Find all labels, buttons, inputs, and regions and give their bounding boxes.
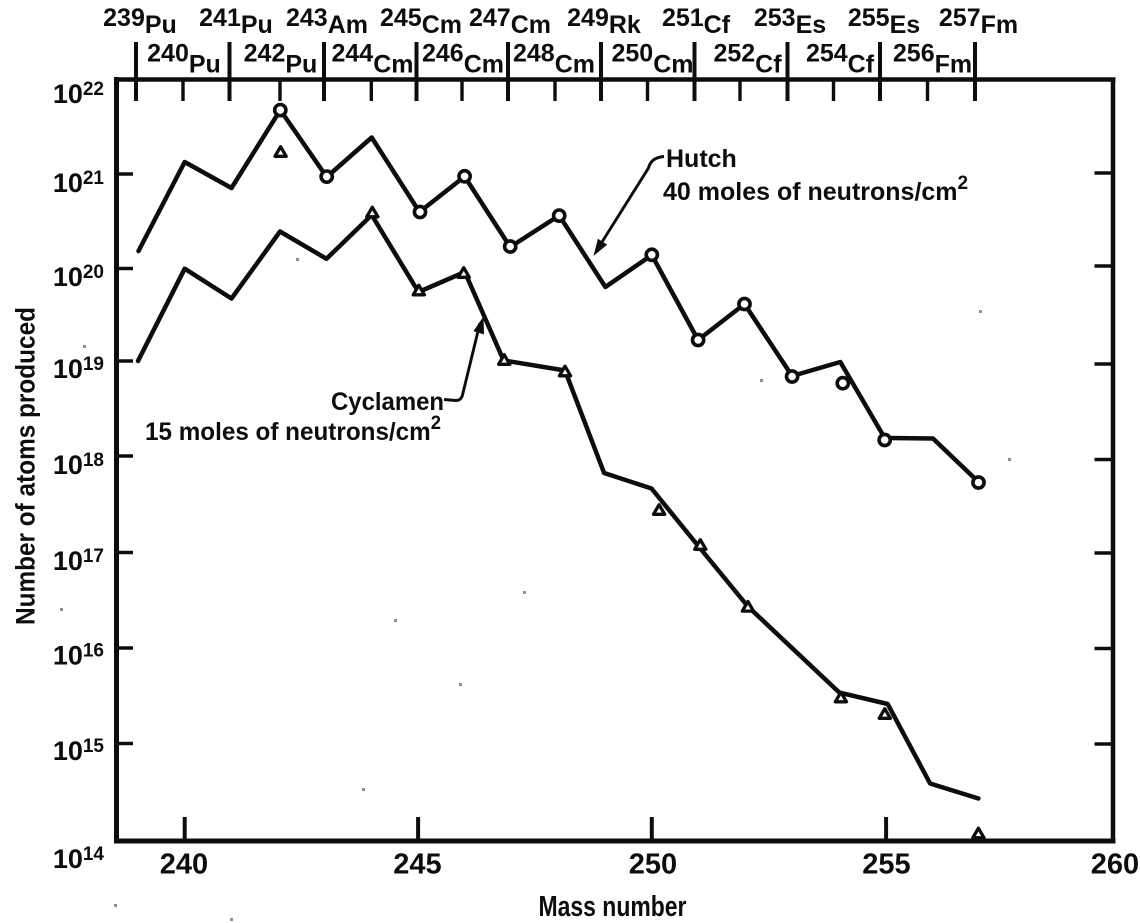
svg-text:257Fm: 257Fm: [939, 4, 1018, 39]
svg-text:255Es: 255Es: [848, 4, 920, 39]
svg-text:254Cf: 254Cf: [806, 40, 875, 79]
svg-text:241Pu: 241Pu: [199, 4, 273, 39]
svg-text:1014: 1014: [53, 844, 105, 874]
svg-text:252Cf: 252Cf: [713, 40, 782, 79]
svg-text:244Cm: 244Cm: [331, 40, 413, 79]
svg-text:239Pu: 239Pu: [103, 4, 177, 39]
svg-text:245Cm: 245Cm: [380, 4, 462, 39]
svg-text:256Fm: 256Fm: [893, 40, 972, 79]
svg-text:250: 250: [629, 849, 677, 881]
svg-text:251Cf: 251Cf: [662, 4, 731, 39]
svg-text:250Cm: 250Cm: [611, 40, 693, 79]
svg-text:248Cm: 248Cm: [513, 40, 595, 79]
svg-text:253Es: 253Es: [754, 4, 826, 39]
svg-text:1020: 1020: [53, 262, 104, 292]
svg-text:260: 260: [1091, 849, 1139, 881]
svg-text:242Pu: 242Pu: [244, 40, 318, 79]
svg-text:245: 245: [393, 849, 441, 881]
svg-text:1022: 1022: [53, 79, 104, 109]
svg-text:1021: 1021: [53, 168, 105, 198]
svg-text:1019: 1019: [53, 354, 104, 384]
svg-text:Hutch: Hutch: [666, 145, 737, 173]
svg-text:Cyclamen: Cyclamen: [331, 388, 444, 416]
svg-text:247Cm: 247Cm: [469, 4, 551, 39]
svg-text:243Am: 243Am: [286, 4, 368, 39]
svg-text:Mass number: Mass number: [539, 891, 687, 923]
svg-text:40 moles of neutrons/cm2: 40 moles of neutrons/cm2: [663, 173, 968, 206]
svg-text:240: 240: [160, 849, 208, 881]
svg-text:255: 255: [862, 849, 910, 881]
svg-text:240Pu: 240Pu: [147, 40, 221, 79]
svg-text:1018: 1018: [53, 450, 104, 480]
svg-text:15 moles of neutrons/cm2: 15 moles of neutrons/cm2: [145, 413, 441, 446]
svg-text:Number of atoms produced: Number of atoms produced: [11, 307, 41, 625]
svg-text:1015: 1015: [53, 736, 105, 766]
svg-text:1016: 1016: [53, 641, 104, 671]
svg-text:1017: 1017: [53, 546, 104, 576]
svg-text:249Rk: 249Rk: [567, 4, 641, 39]
svg-text:246Cm: 246Cm: [422, 40, 504, 79]
